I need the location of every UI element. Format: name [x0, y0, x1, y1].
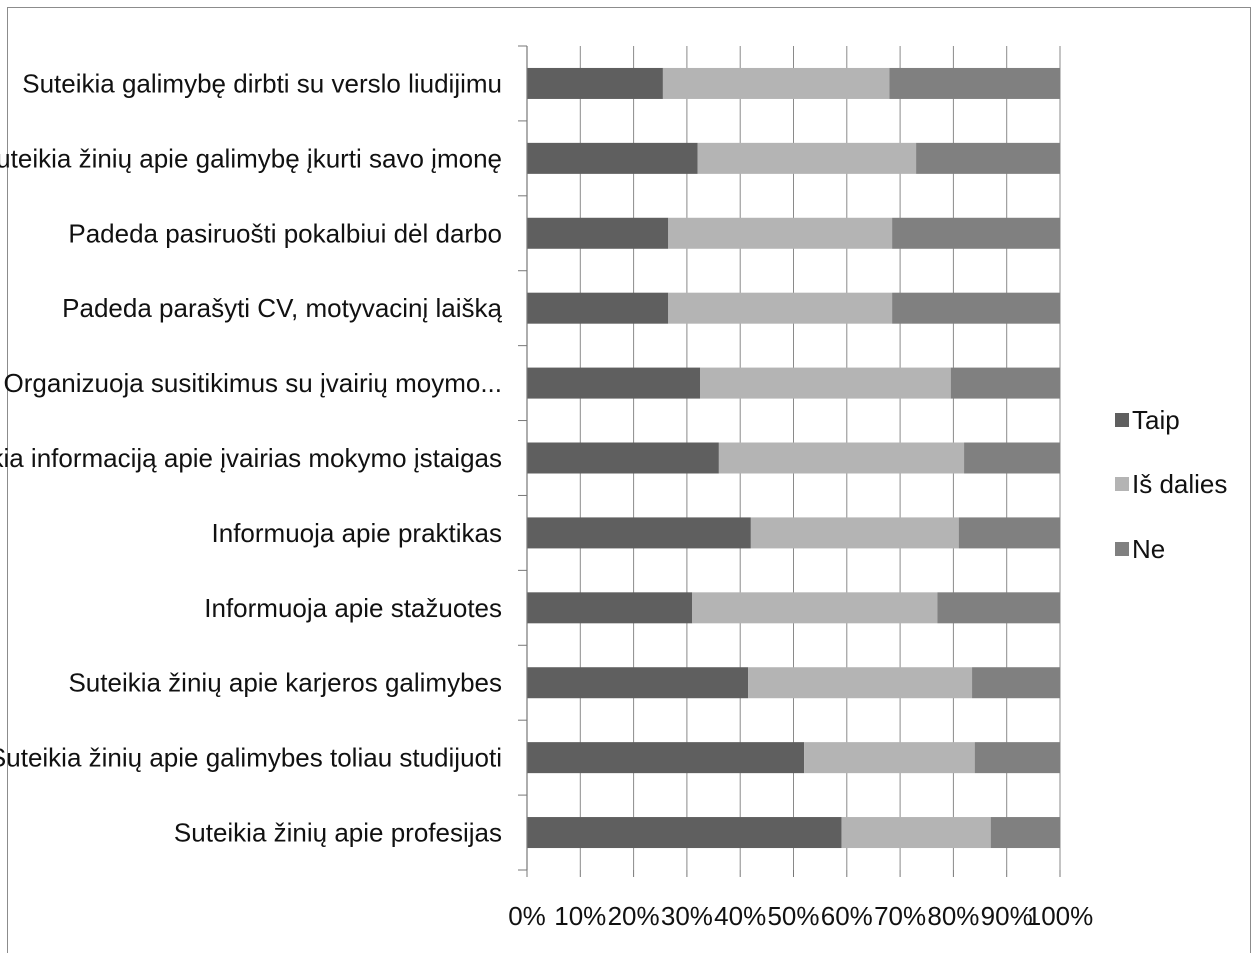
bar-segment	[527, 742, 805, 774]
x-tick-label: 30%	[661, 901, 713, 931]
bar-segment	[668, 217, 893, 249]
bar-segment	[916, 142, 1060, 174]
bar-segment	[892, 292, 1060, 324]
bar-segment	[527, 292, 669, 324]
bar-segment	[700, 367, 951, 399]
category-label: Informuoja apie stažuotes	[204, 593, 502, 623]
category-label: Teikia informaciją apie įvairias mokymo …	[0, 443, 502, 473]
x-tick-label: 70%	[874, 901, 926, 931]
x-tick-label: 10%	[554, 901, 606, 931]
bar-segment	[527, 217, 669, 249]
axes	[518, 45, 1061, 877]
x-tick-label: 100%	[1027, 901, 1094, 931]
bar-segment	[527, 142, 698, 174]
bar-segment	[750, 517, 959, 549]
bars	[527, 67, 1060, 849]
category-label: Organizuoja susitikimus su įvairių moymo…	[4, 368, 503, 398]
bar-segment	[748, 667, 973, 699]
x-tick-label: 40%	[714, 901, 766, 931]
bar-segment	[937, 592, 1060, 624]
category-label: Padeda pasiruošti pokalbiui dėl darbo	[68, 218, 502, 248]
x-tick-label: 80%	[927, 901, 979, 931]
category-label: Informuoja apie praktikas	[212, 518, 502, 548]
legend-label: Ne	[1132, 534, 1165, 564]
bar-segment	[527, 667, 749, 699]
x-tick-label: 20%	[608, 901, 660, 931]
legend-label: Taip	[1132, 405, 1180, 435]
category-label: Suteikia žinių apie profesijas	[174, 818, 502, 848]
bar-segment	[990, 817, 1060, 849]
x-tick-label: 0%	[508, 901, 546, 931]
bar-segment	[668, 292, 893, 324]
bar-segment	[527, 67, 663, 99]
bar-segment	[692, 592, 938, 624]
bar-segment	[889, 67, 1060, 99]
bar-segment	[527, 442, 719, 474]
category-label: Suteikia žinių apie karjeros galimybes	[68, 668, 502, 698]
bar-segment	[892, 217, 1060, 249]
category-label: Suteikia žinių apie galimybes toliau stu…	[0, 743, 502, 773]
legend-label: Iš dalies	[1132, 469, 1227, 499]
bar-segment	[958, 517, 1060, 549]
category-labels: Suteikia galimybę dirbti su verslo liudi…	[0, 68, 503, 847]
x-tick-label: 60%	[821, 901, 873, 931]
category-label: Suteikia galimybę dirbti su verslo liudi…	[22, 68, 502, 98]
legend-swatch	[1115, 413, 1129, 427]
bar-segment	[527, 367, 701, 399]
bar-segment	[527, 592, 693, 624]
bar-segment	[697, 142, 917, 174]
legend-swatch	[1115, 477, 1129, 491]
bar-segment	[974, 742, 1060, 774]
x-tick-label: 90%	[981, 901, 1033, 931]
bar-segment	[718, 442, 965, 474]
x-tick-labels: 0% 10% 20% 30% 40% 50% 60% 70% 80% 90%100%	[508, 901, 1093, 931]
bar-segment	[804, 742, 975, 774]
bar-segment	[662, 67, 890, 99]
legend-swatch	[1115, 542, 1129, 556]
bar-segment	[964, 442, 1060, 474]
bar-segment	[527, 517, 751, 549]
bar-segment	[972, 667, 1060, 699]
category-label: Padeda parašyti CV, motyvacinį laišką	[62, 293, 502, 323]
bar-segment	[527, 817, 842, 849]
legend: Taip Iš dalies Ne	[1115, 405, 1227, 564]
category-label: Suteikia žinių apie galimybę įkurti savo…	[0, 143, 502, 173]
x-tick-label: 50%	[767, 901, 819, 931]
bar-segment	[841, 817, 991, 849]
bar-segment	[950, 367, 1060, 399]
